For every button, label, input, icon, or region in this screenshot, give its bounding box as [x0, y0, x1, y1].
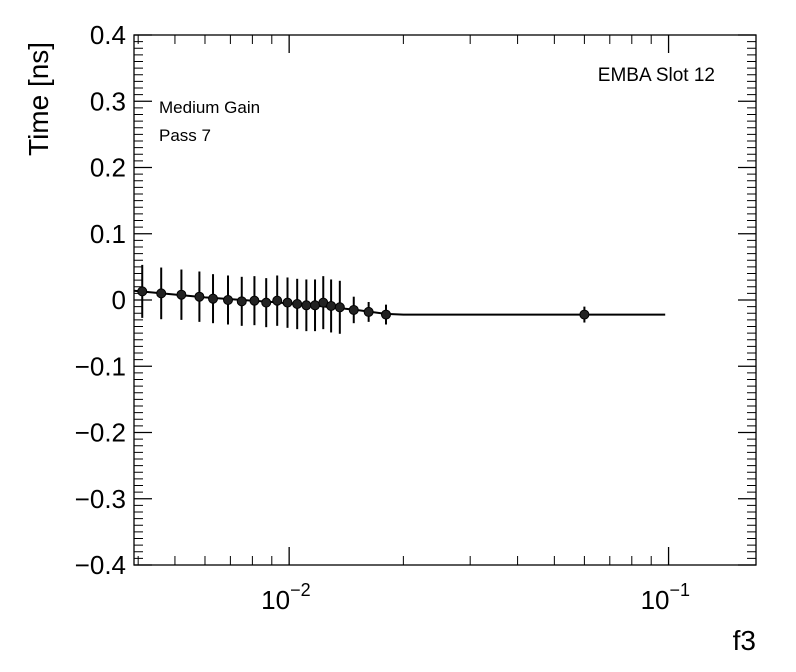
- y-tick-label: 0.4: [90, 20, 126, 50]
- data-point: [292, 298, 303, 309]
- y-tick-label: 0: [112, 285, 126, 315]
- data-point: [176, 289, 187, 300]
- annotation-gain: Medium Gain: [159, 98, 260, 117]
- data-point: [381, 309, 392, 320]
- data-point: [579, 309, 590, 320]
- annotation-slot: EMBA Slot 12: [598, 65, 715, 86]
- data-point: [310, 300, 321, 311]
- y-tick-label: −0.2: [75, 418, 126, 448]
- data-point: [282, 297, 293, 308]
- x-tick-base: 10: [261, 585, 290, 615]
- y-tick-label: 0.2: [90, 153, 126, 183]
- minor-ticks: [134, 41, 756, 559]
- data-point: [249, 295, 260, 306]
- x-tick-exponent: −2: [290, 580, 311, 600]
- data-point: [137, 286, 148, 297]
- x-tick-label: 10−2: [261, 580, 310, 615]
- x-tick-exponent: −1: [669, 580, 690, 600]
- y-axis-ticks: 0.4 0.3 0.2 0.1 0 −0.1 −0.2 −0.3 −0.4: [75, 20, 756, 580]
- data-point: [156, 288, 167, 299]
- y-tick-label: −0.3: [75, 484, 126, 514]
- y-axis-title: Time [ns]: [23, 42, 54, 156]
- data-point: [194, 291, 205, 302]
- data-point: [261, 297, 272, 308]
- x-axis-title: f3: [733, 625, 756, 656]
- x-axis-ticks: 10−2 10−1: [137, 35, 690, 615]
- y-tick-label: 0.3: [90, 86, 126, 116]
- y-tick-label: −0.1: [75, 351, 126, 381]
- data-point: [334, 302, 345, 313]
- data-point: [272, 295, 283, 306]
- data-points: [137, 286, 590, 320]
- data-point: [363, 306, 374, 317]
- x-tick-base: 10: [641, 585, 670, 615]
- data-point: [348, 304, 359, 315]
- data-point: [236, 296, 247, 307]
- data-point: [326, 300, 337, 311]
- data-point: [223, 295, 234, 305]
- annotation-pass: Pass 7: [159, 126, 211, 145]
- data-point: [301, 300, 312, 311]
- x-tick-label: 10−1: [641, 580, 690, 615]
- y-tick-label: 0.1: [90, 219, 126, 249]
- y-tick-label: −0.4: [75, 550, 126, 580]
- data-point: [208, 293, 219, 304]
